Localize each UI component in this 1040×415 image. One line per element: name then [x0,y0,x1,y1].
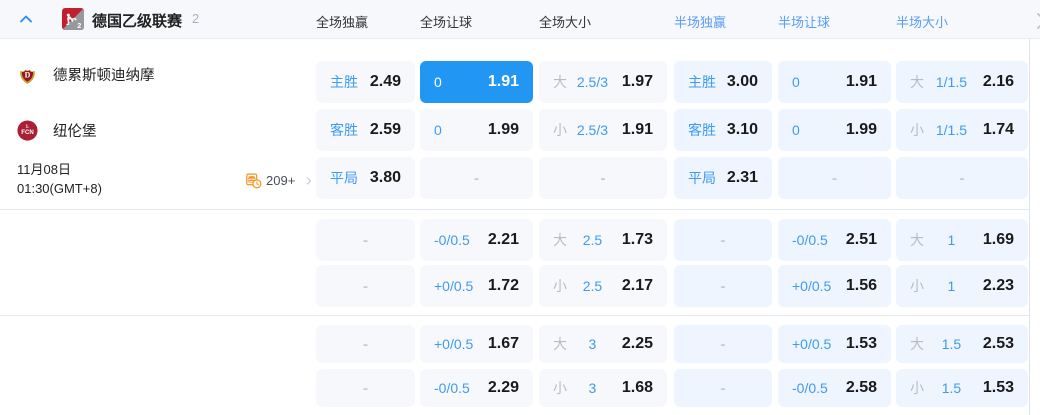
svg-text:1.: 1. [26,123,30,128]
svg-text:D: D [25,70,31,79]
svg-text:2: 2 [77,21,81,30]
svg-text:FCN: FCN [21,129,34,136]
